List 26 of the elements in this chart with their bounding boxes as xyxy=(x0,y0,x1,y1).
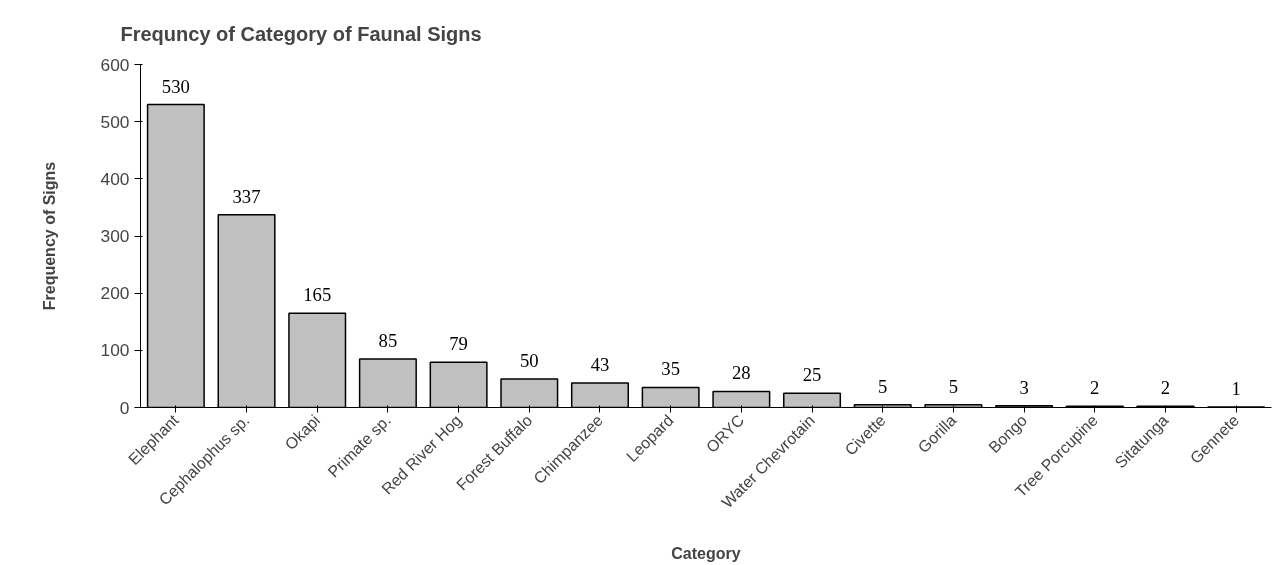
y-tick-label: 0 xyxy=(119,397,130,418)
data-label: 2 xyxy=(1090,377,1100,399)
data-label: 25 xyxy=(802,364,822,386)
data-label: 337 xyxy=(232,185,261,207)
data-label: 5 xyxy=(878,375,888,397)
data-label: 35 xyxy=(661,358,680,380)
data-label: 50 xyxy=(519,349,539,371)
y-tick-label: 600 xyxy=(100,54,130,75)
y-axis-title: Frequency of Signs xyxy=(40,161,58,311)
chart-title: Frequncy of Category of Faunal Signs xyxy=(120,22,482,45)
x-axis-title: Category xyxy=(671,545,741,563)
data-label: 530 xyxy=(161,75,190,97)
y-tick-label: 200 xyxy=(100,283,130,304)
data-label: 5 xyxy=(948,375,959,397)
data-label: 28 xyxy=(732,362,751,384)
data-label: 3 xyxy=(1019,376,1029,398)
data-label: 1 xyxy=(1231,377,1241,399)
data-label: 2 xyxy=(1160,377,1171,399)
y-tick-label: 400 xyxy=(100,168,130,189)
data-label: 85 xyxy=(378,329,398,351)
data-label: 43 xyxy=(590,353,610,375)
data-label: 165 xyxy=(303,284,332,306)
y-tick-label: 100 xyxy=(100,340,130,361)
y-tick-label: 300 xyxy=(100,226,130,246)
y-tick-label: 500 xyxy=(100,111,130,132)
data-label: 79 xyxy=(449,333,468,355)
